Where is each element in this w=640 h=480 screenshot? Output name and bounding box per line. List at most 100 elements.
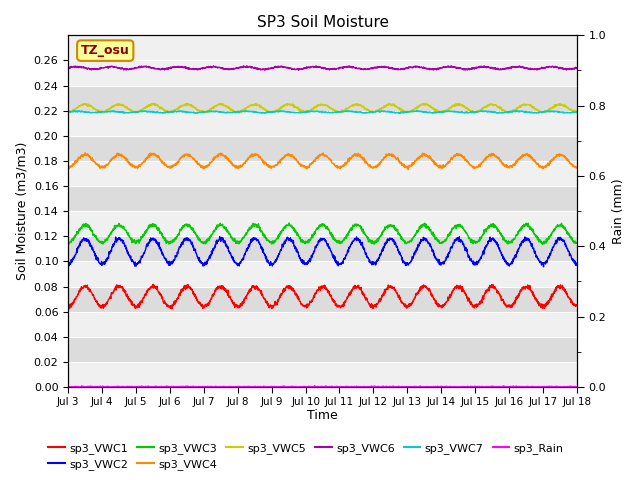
Bar: [68, 262, 577, 287]
sp3_VWC6: [295, 67, 303, 73]
sp3_VWC5: [173, 106, 181, 112]
sp3_VWC5: [275, 107, 282, 113]
sp3_VWC6: [173, 64, 180, 70]
sp3_VWC7: [64, 108, 72, 114]
Legend: sp3_VWC1, sp3_VWC2, sp3_VWC3, sp3_VWC4, sp3_VWC5, sp3_VWC6, sp3_VWC7, sp3_Rain: sp3_VWC1, sp3_VWC2, sp3_VWC3, sp3_VWC4, …: [44, 438, 568, 474]
sp3_VWC2: [412, 250, 420, 255]
sp3_VWC2: [540, 264, 547, 270]
sp3_Rain: [255, 384, 262, 390]
sp3_VWC5: [412, 105, 420, 111]
Y-axis label: Rain (mm): Rain (mm): [612, 179, 625, 244]
Line: sp3_VWC5: sp3_VWC5: [68, 103, 577, 113]
Bar: [68, 236, 577, 262]
sp3_Rain: [78, 383, 86, 389]
sp3_VWC4: [272, 162, 280, 168]
sp3_VWC2: [64, 262, 72, 267]
sp3_VWC3: [573, 240, 580, 246]
sp3_VWC5: [255, 102, 262, 108]
sp3_VWC5: [272, 108, 280, 114]
sp3_VWC5: [573, 109, 580, 115]
Line: sp3_VWC2: sp3_VWC2: [68, 237, 577, 267]
sp3_Rain: [351, 384, 359, 390]
Bar: [68, 211, 577, 236]
X-axis label: Time: Time: [307, 409, 338, 422]
sp3_VWC7: [93, 110, 101, 116]
sp3_VWC5: [64, 109, 72, 115]
sp3_Rain: [275, 384, 282, 390]
sp3_VWC6: [412, 64, 420, 70]
Line: sp3_VWC4: sp3_VWC4: [68, 153, 577, 169]
Line: sp3_VWC1: sp3_VWC1: [68, 285, 577, 309]
sp3_VWC1: [64, 302, 72, 308]
sp3_VWC6: [272, 64, 280, 70]
Line: sp3_VWC3: sp3_VWC3: [68, 223, 577, 244]
sp3_VWC4: [404, 167, 412, 172]
sp3_VWC7: [512, 108, 520, 113]
sp3_VWC4: [64, 164, 72, 170]
sp3_Rain: [272, 384, 280, 390]
Bar: [68, 312, 577, 337]
Bar: [68, 161, 577, 186]
sp3_VWC7: [275, 108, 282, 114]
Bar: [68, 287, 577, 312]
sp3_VWC7: [272, 108, 280, 114]
Bar: [68, 85, 577, 111]
sp3_VWC7: [173, 109, 180, 115]
sp3_VWC2: [216, 234, 223, 240]
Bar: [68, 60, 577, 85]
sp3_VWC1: [149, 282, 157, 288]
Bar: [68, 337, 577, 362]
sp3_Rain: [93, 384, 101, 390]
sp3_VWC2: [573, 261, 580, 267]
sp3_VWC5: [470, 110, 477, 116]
sp3_VWC2: [272, 257, 280, 263]
sp3_VWC3: [538, 241, 546, 247]
sp3_VWC7: [255, 109, 262, 115]
sp3_VWC1: [255, 287, 263, 292]
sp3_VWC1: [173, 296, 181, 301]
sp3_VWC1: [573, 302, 580, 308]
Text: TZ_osu: TZ_osu: [81, 44, 130, 57]
sp3_VWC2: [93, 256, 101, 262]
sp3_VWC1: [275, 297, 283, 302]
sp3_VWC4: [173, 159, 181, 165]
sp3_VWC6: [275, 64, 282, 70]
sp3_VWC4: [81, 150, 89, 156]
sp3_VWC4: [275, 160, 282, 166]
sp3_VWC4: [573, 165, 580, 170]
sp3_Rain: [412, 384, 420, 389]
sp3_VWC3: [275, 236, 282, 241]
sp3_VWC3: [285, 220, 293, 226]
sp3_VWC2: [255, 240, 262, 246]
Bar: [68, 186, 577, 211]
sp3_VWC4: [255, 154, 262, 160]
Y-axis label: Soil Moisture (m3/m3): Soil Moisture (m3/m3): [15, 142, 28, 280]
sp3_VWC7: [396, 110, 403, 116]
Bar: [68, 362, 577, 387]
sp3_VWC6: [64, 65, 72, 71]
sp3_VWC3: [64, 238, 72, 244]
sp3_VWC1: [273, 300, 280, 306]
sp3_VWC2: [275, 252, 282, 258]
sp3_VWC3: [255, 221, 262, 227]
Bar: [68, 136, 577, 161]
sp3_VWC1: [412, 292, 420, 298]
sp3_VWC4: [93, 161, 101, 167]
Line: sp3_Rain: sp3_Rain: [68, 386, 577, 387]
Title: SP3 Soil Moisture: SP3 Soil Moisture: [257, 15, 388, 30]
sp3_VWC5: [93, 108, 101, 113]
sp3_Rain: [573, 384, 580, 390]
sp3_VWC6: [255, 66, 262, 72]
sp3_Rain: [173, 384, 181, 390]
sp3_VWC7: [573, 109, 580, 115]
sp3_VWC6: [93, 66, 101, 72]
sp3_VWC1: [93, 300, 101, 305]
sp3_VWC4: [412, 158, 420, 164]
sp3_Rain: [64, 384, 72, 390]
sp3_VWC1: [168, 306, 176, 312]
sp3_VWC2: [173, 253, 180, 259]
sp3_VWC6: [243, 63, 251, 69]
sp3_VWC3: [412, 232, 420, 238]
sp3_VWC7: [412, 108, 420, 114]
sp3_VWC5: [149, 100, 157, 106]
